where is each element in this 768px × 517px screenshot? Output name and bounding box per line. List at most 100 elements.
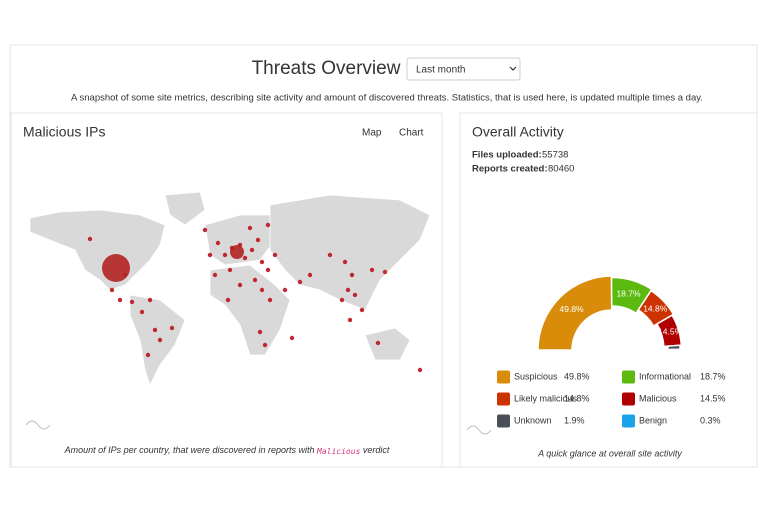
stat-label: Files uploaded: bbox=[472, 150, 542, 161]
ip-dot bbox=[102, 254, 130, 282]
ip-dot bbox=[215, 240, 221, 246]
zoom-icon bbox=[466, 425, 492, 435]
legend-label: Likely malicious bbox=[514, 393, 578, 403]
segment-label: 49.8% bbox=[560, 304, 585, 314]
ip-dot bbox=[117, 297, 123, 303]
stat-label: Reports created: bbox=[472, 164, 548, 175]
continent bbox=[269, 194, 431, 311]
legend-label: Informational bbox=[639, 371, 691, 381]
ip-dot bbox=[265, 267, 271, 273]
world-map bbox=[29, 191, 431, 387]
ip-dot bbox=[207, 252, 213, 258]
legend-value: 0.3% bbox=[700, 415, 721, 425]
ip-dot bbox=[157, 337, 163, 343]
legend-value: 14.5% bbox=[700, 393, 726, 403]
ip-dot bbox=[272, 252, 278, 258]
ip-dot bbox=[267, 297, 273, 303]
ip-dot bbox=[282, 287, 288, 293]
tab[interactable]: Chart bbox=[399, 128, 424, 139]
ip-dot bbox=[109, 287, 115, 293]
segment-label: 14.8% bbox=[643, 303, 668, 313]
ip-dot bbox=[147, 297, 153, 303]
ip-dot bbox=[375, 340, 381, 346]
continent bbox=[364, 327, 411, 361]
map-caption: Amount of IPs per country, that were dis… bbox=[64, 445, 390, 455]
stat-value: 55738 bbox=[542, 150, 568, 161]
segment-label: 14.5% bbox=[658, 326, 683, 336]
ip-dot bbox=[87, 236, 93, 242]
ip-dot bbox=[247, 225, 253, 231]
page-title: Threats Overview bbox=[252, 58, 401, 79]
legend-swatch bbox=[622, 414, 635, 428]
legend-value: 49.8% bbox=[564, 371, 590, 381]
legend-value: 18.7% bbox=[700, 371, 726, 381]
ip-dot bbox=[327, 252, 333, 258]
ip-dot bbox=[169, 325, 175, 331]
ip-dot bbox=[259, 259, 265, 265]
continent bbox=[204, 214, 276, 266]
ip-dot bbox=[352, 292, 358, 298]
activity-segment bbox=[537, 275, 613, 351]
period-select[interactable]: Last month bbox=[406, 57, 521, 81]
caption-text: verdict bbox=[363, 445, 390, 455]
ip-dot bbox=[237, 282, 243, 288]
ip-dot bbox=[222, 252, 228, 258]
ip-dot bbox=[289, 335, 295, 341]
continent bbox=[29, 209, 166, 291]
continent bbox=[129, 294, 186, 387]
ip-dot bbox=[242, 255, 248, 261]
ip-dot bbox=[417, 367, 423, 373]
legend-value: 1.9% bbox=[564, 415, 585, 425]
ip-dot bbox=[265, 222, 271, 228]
select-value[interactable]: Last month bbox=[416, 65, 465, 76]
ip-dot bbox=[359, 307, 365, 313]
legend-label: Unknown bbox=[514, 415, 552, 425]
segment-label: 18.7% bbox=[616, 288, 641, 298]
stat-value: 80460 bbox=[548, 164, 574, 175]
ip-dot bbox=[152, 327, 158, 333]
ip-dot bbox=[382, 269, 388, 275]
ip-dot bbox=[347, 317, 353, 323]
continent bbox=[164, 191, 206, 226]
panel-title: Malicious IPs bbox=[23, 124, 105, 140]
activity-segment bbox=[655, 314, 683, 348]
legend-swatch bbox=[497, 414, 510, 428]
caption-code: Malicious bbox=[316, 447, 361, 456]
legend-label: Benign bbox=[639, 415, 667, 425]
ip-dot bbox=[255, 237, 261, 243]
legend-label: Suspicious bbox=[514, 371, 558, 381]
ip-dot bbox=[342, 259, 348, 265]
ip-dot bbox=[262, 342, 268, 348]
description: A snapshot of some site metrics, describ… bbox=[71, 93, 703, 104]
ip-dot bbox=[212, 272, 218, 278]
ip-dot bbox=[259, 287, 265, 293]
continent bbox=[209, 264, 291, 356]
select-box[interactable] bbox=[406, 57, 521, 81]
activity-caption: A quick glance at overall site activity bbox=[537, 448, 682, 458]
ip-dot bbox=[307, 272, 313, 278]
ip-dot bbox=[339, 297, 345, 303]
ip-dot bbox=[225, 297, 231, 303]
panel-title: Overall Activity bbox=[472, 124, 564, 140]
legend-swatch bbox=[497, 392, 510, 406]
activity-segment bbox=[637, 289, 675, 327]
caption-text: Amount of IPs per country, that were dis… bbox=[64, 445, 315, 455]
zoom-icon bbox=[25, 420, 51, 430]
ip-dot bbox=[349, 272, 355, 278]
ip-dot bbox=[145, 352, 151, 358]
ip-dot bbox=[257, 329, 263, 335]
ip-dot bbox=[249, 247, 255, 253]
activity-segment bbox=[671, 348, 680, 351]
legend-swatch bbox=[622, 392, 635, 406]
ip-dot bbox=[297, 279, 303, 285]
tab[interactable]: Map bbox=[362, 128, 382, 139]
ip-dot bbox=[139, 309, 145, 315]
ip-dot bbox=[252, 277, 258, 283]
select-caret bbox=[509, 66, 517, 71]
legend-swatch bbox=[622, 370, 635, 384]
activity-segment bbox=[667, 344, 681, 351]
ip-dot bbox=[369, 267, 375, 273]
ip-dot bbox=[129, 299, 135, 305]
